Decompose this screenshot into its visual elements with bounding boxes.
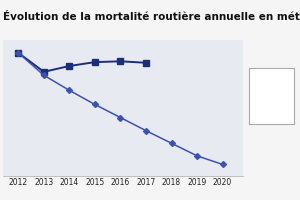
Text: Évolution de la mortalité routière annuelle en métro: Évolution de la mortalité routière annue…	[3, 12, 300, 22]
